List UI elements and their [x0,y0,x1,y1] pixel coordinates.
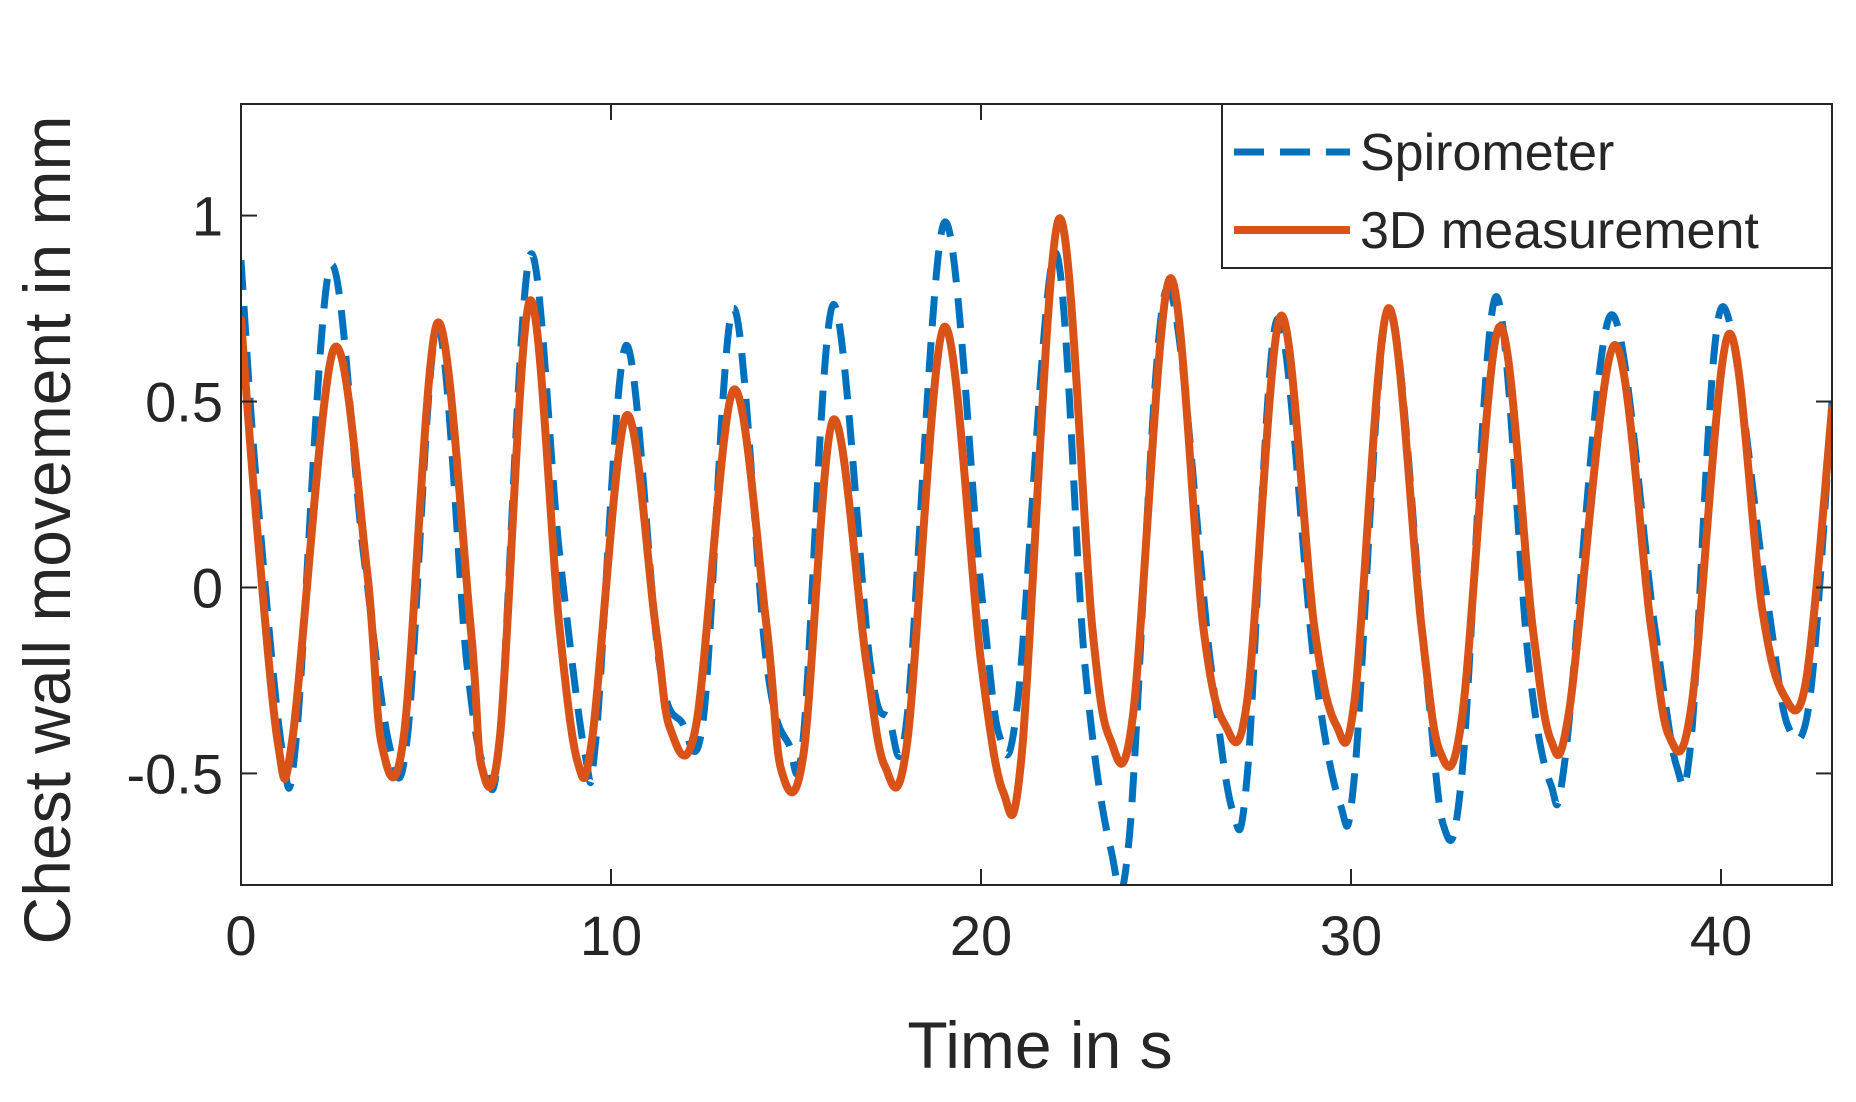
legend-label-3d-measurement: 3D measurement [1360,202,1759,260]
y-tick-label: 1 [192,185,223,248]
x-tick-label: 20 [950,904,1012,967]
y-axis-label: Chest wall movement in mm [10,116,84,945]
x-tick-label: 30 [1320,904,1382,967]
y-tick-label: -0.5 [127,742,224,805]
legend-label-spirometer: Spirometer [1360,124,1614,182]
chart: 0 10 20 30 40 -0.5 0 0.5 1 Time in s Chest wall … [0,0,1856,1102]
x-tick-label: 10 [580,904,642,967]
x-tick-label: 40 [1690,904,1752,967]
x-axis-label: Time in s [907,1008,1172,1082]
legend: Spirometer 3D measurement [1222,104,1832,268]
y-tick-label: 0 [192,556,223,619]
y-tick-label: 0.5 [145,371,223,434]
x-tick-label: 0 [225,904,256,967]
